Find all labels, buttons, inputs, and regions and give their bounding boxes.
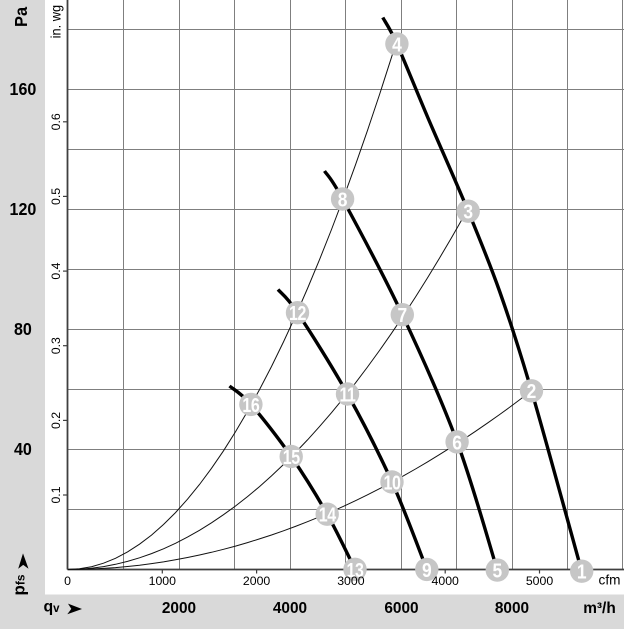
svg-text:3000: 3000 xyxy=(337,574,365,588)
svg-text:15: 15 xyxy=(283,445,300,468)
svg-text:0.5: 0.5 xyxy=(49,188,63,205)
svg-text:0.2: 0.2 xyxy=(49,412,63,429)
svg-text:2: 2 xyxy=(527,381,537,404)
svg-text:m³/h: m³/h xyxy=(583,600,616,617)
svg-text:4000: 4000 xyxy=(273,600,307,617)
svg-text:cfm: cfm xyxy=(599,573,621,588)
svg-text:2000: 2000 xyxy=(162,600,196,617)
svg-text:in. wg: in. wg xyxy=(48,5,63,38)
svg-text:8: 8 xyxy=(338,189,348,212)
svg-text:2000: 2000 xyxy=(243,574,271,588)
svg-text:pfs: pfs xyxy=(10,574,29,595)
svg-text:10: 10 xyxy=(383,470,400,493)
svg-text:4000: 4000 xyxy=(432,574,460,588)
svg-text:14: 14 xyxy=(319,503,337,526)
svg-text:160: 160 xyxy=(10,79,37,99)
svg-text:Pa: Pa xyxy=(12,6,31,27)
svg-text:40: 40 xyxy=(14,439,32,459)
svg-text:5: 5 xyxy=(492,560,502,583)
svg-text:4: 4 xyxy=(392,34,402,57)
svg-text:0.4: 0.4 xyxy=(49,262,63,279)
svg-text:12: 12 xyxy=(289,301,306,324)
svg-text:6: 6 xyxy=(452,432,462,455)
svg-text:qv: qv xyxy=(44,599,61,616)
svg-text:8000: 8000 xyxy=(495,600,529,617)
svg-text:13: 13 xyxy=(346,558,363,581)
svg-text:1000: 1000 xyxy=(149,574,177,588)
svg-text:0.3: 0.3 xyxy=(49,337,63,354)
svg-text:9: 9 xyxy=(422,560,432,583)
svg-text:6000: 6000 xyxy=(384,600,418,617)
svg-text:7: 7 xyxy=(397,305,407,328)
svg-text:16: 16 xyxy=(242,393,259,416)
svg-text:0: 0 xyxy=(64,574,71,588)
svg-text:3: 3 xyxy=(463,201,473,224)
svg-text:80: 80 xyxy=(14,319,32,339)
svg-text:0.6: 0.6 xyxy=(49,113,63,130)
svg-text:120: 120 xyxy=(10,199,37,219)
svg-text:11: 11 xyxy=(339,382,355,405)
svg-text:1: 1 xyxy=(577,561,587,584)
svg-text:5000: 5000 xyxy=(526,574,554,588)
svg-text:0.1: 0.1 xyxy=(49,486,63,503)
